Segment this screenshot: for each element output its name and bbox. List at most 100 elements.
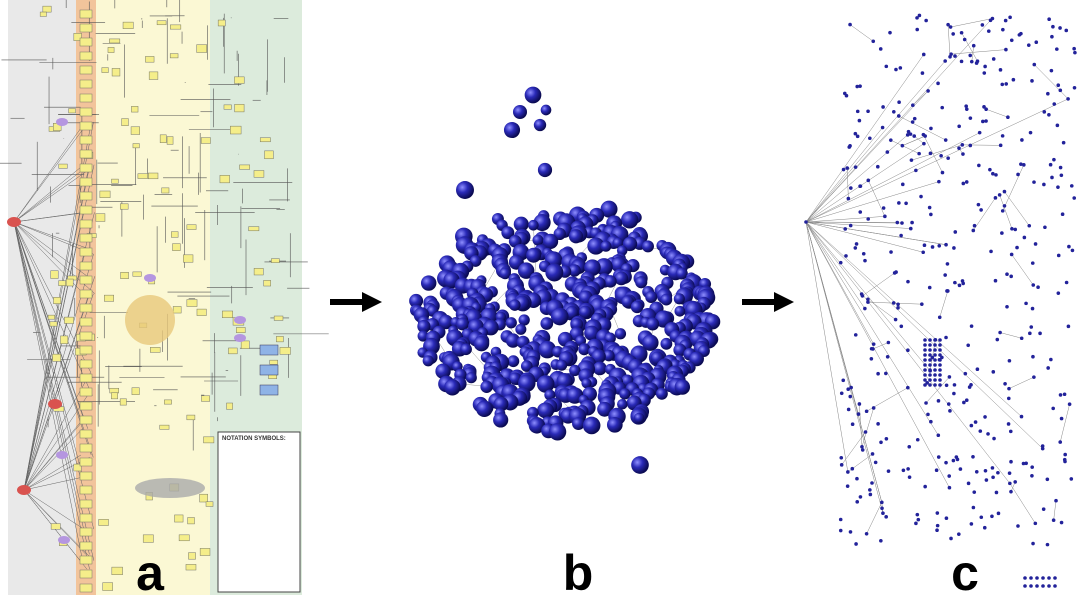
node (968, 116, 973, 120)
node (917, 151, 921, 156)
node-box (79, 583, 93, 593)
node (881, 206, 886, 210)
arrow-head (774, 292, 794, 312)
output-box (259, 364, 279, 376)
node (853, 165, 858, 169)
node (839, 463, 844, 467)
node (507, 355, 520, 368)
node (584, 325, 600, 341)
node (1029, 325, 1034, 329)
node (1056, 83, 1061, 87)
node (868, 136, 872, 141)
node (839, 391, 844, 396)
node (1047, 576, 1051, 580)
node (966, 481, 971, 486)
node-box (132, 143, 140, 149)
edge (1000, 332, 1022, 339)
node (938, 363, 942, 367)
node (938, 348, 942, 352)
node-box (166, 136, 174, 145)
node (600, 200, 618, 218)
node-box (199, 493, 208, 503)
node (923, 358, 927, 362)
node (891, 301, 896, 305)
node (991, 57, 996, 61)
node (892, 109, 896, 114)
connector (13, 221, 93, 396)
node (907, 444, 912, 449)
node (952, 246, 956, 250)
node (922, 243, 927, 247)
node (863, 430, 868, 434)
receptor (48, 399, 62, 409)
node-box (79, 107, 93, 117)
node (513, 216, 529, 232)
node-box (130, 126, 140, 135)
node-box (79, 415, 93, 425)
node-box (230, 125, 242, 135)
node (526, 247, 542, 263)
arrow (330, 292, 382, 312)
node (946, 22, 950, 27)
node (1003, 381, 1007, 386)
node (1032, 375, 1036, 379)
node-box (79, 121, 93, 131)
node (857, 118, 862, 123)
node (934, 468, 939, 472)
node-box (259, 137, 271, 143)
node (951, 32, 955, 36)
node-box (171, 231, 179, 238)
node (600, 240, 612, 252)
node (621, 295, 634, 308)
node (996, 470, 1000, 475)
connector (23, 164, 95, 491)
node (981, 119, 985, 124)
node (896, 114, 901, 118)
node-box (79, 65, 93, 75)
node (465, 372, 477, 384)
node (597, 401, 613, 417)
edge (805, 221, 939, 436)
node (917, 13, 922, 18)
node (503, 121, 521, 139)
node (1006, 422, 1011, 426)
node (908, 226, 913, 231)
connector (23, 489, 84, 530)
node-box (131, 387, 140, 395)
node (1000, 82, 1005, 87)
node (937, 179, 941, 184)
protein (234, 316, 246, 324)
node (923, 348, 927, 352)
node (938, 368, 942, 372)
node (948, 25, 953, 29)
arrow-head (362, 292, 382, 312)
node (493, 412, 509, 428)
connector (23, 126, 91, 491)
node (1006, 396, 1011, 401)
output-box (259, 344, 279, 356)
node (846, 387, 851, 391)
node (456, 317, 470, 331)
node (889, 250, 893, 254)
node-box (172, 306, 182, 314)
connector (23, 417, 85, 491)
node (923, 373, 927, 377)
node (1059, 173, 1064, 178)
node-box (79, 135, 93, 145)
node-box (174, 514, 184, 523)
node (983, 64, 987, 69)
node-box (79, 527, 93, 537)
node-box (58, 280, 66, 286)
node (933, 358, 937, 362)
node-box (183, 254, 194, 263)
node-box (42, 5, 52, 13)
node-box (107, 47, 115, 53)
node (674, 379, 691, 395)
node (673, 293, 685, 305)
node (984, 107, 988, 111)
protein (56, 451, 68, 459)
node-box (253, 170, 265, 178)
node-box (161, 187, 170, 194)
node (1024, 461, 1028, 466)
node-box (137, 173, 148, 179)
